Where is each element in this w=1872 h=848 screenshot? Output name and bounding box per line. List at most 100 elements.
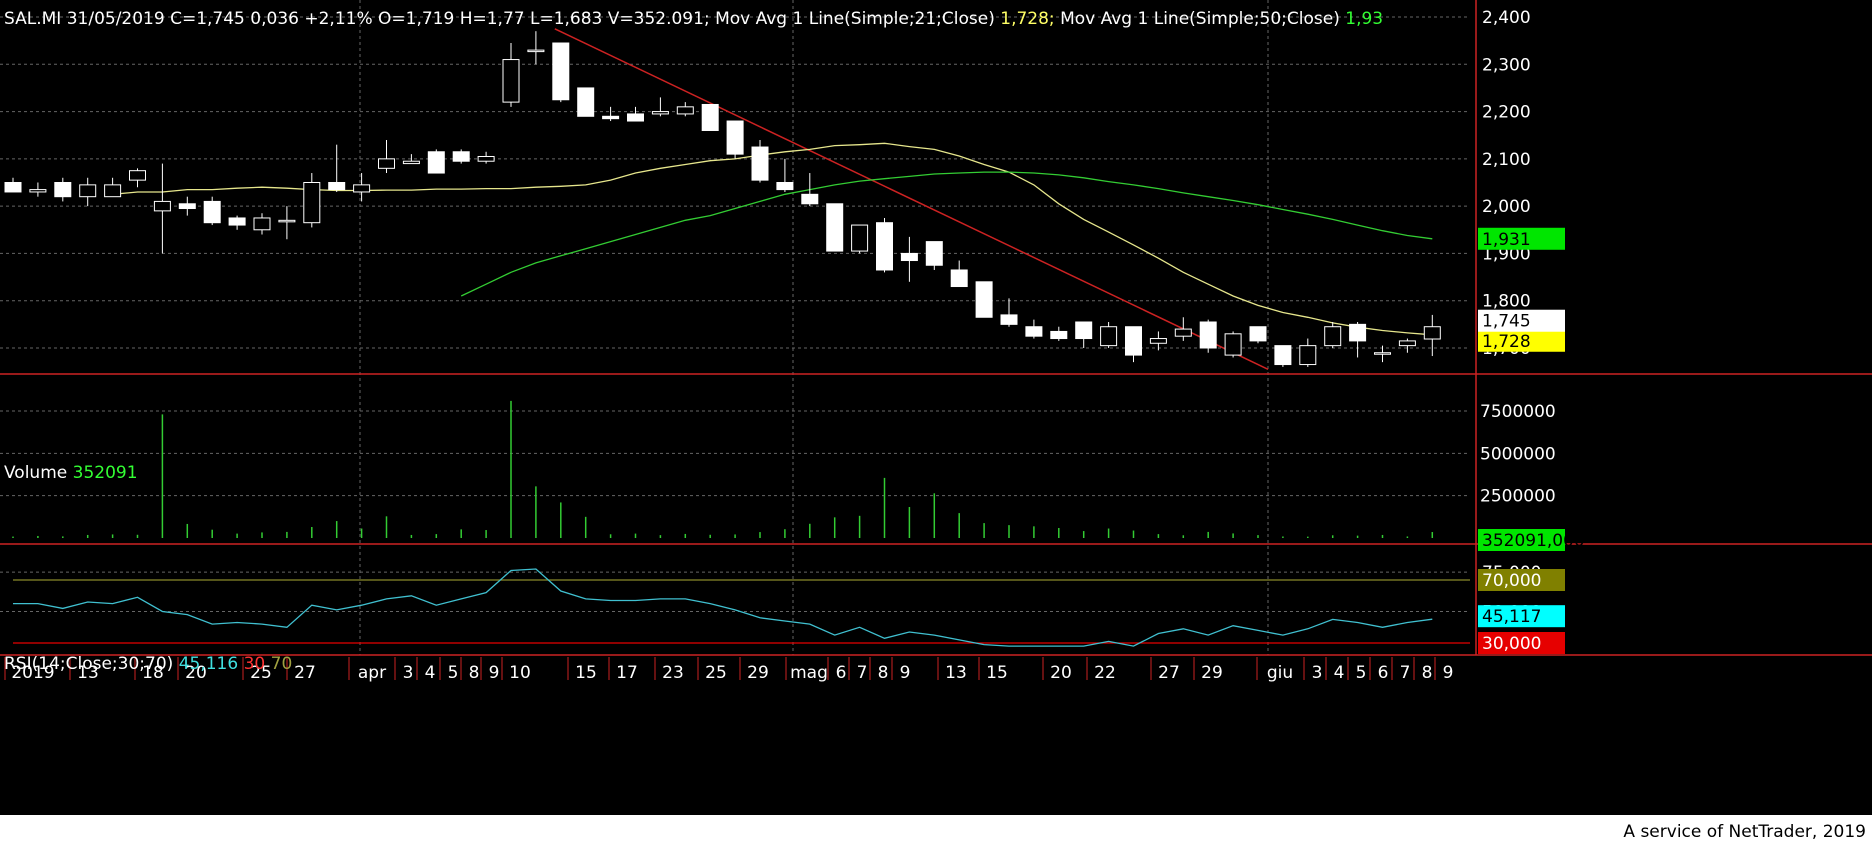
- volume-tick-label: 2500000: [1480, 487, 1556, 507]
- candle-body: [303, 182, 321, 224]
- x-axis-label: 9: [1443, 663, 1454, 683]
- rsi-30-badge-bg: [1478, 632, 1565, 654]
- volume-value-badge-bg: [1478, 529, 1565, 551]
- ma50-line: [460, 171, 1433, 297]
- candle-body: [1349, 323, 1367, 342]
- candle-body: [1025, 326, 1043, 337]
- x-axis-label: 5: [448, 663, 459, 683]
- x-axis-label: 4: [425, 663, 436, 683]
- trendline: [554, 28, 1269, 370]
- candle-body: [1423, 326, 1441, 340]
- candle-body: [1050, 330, 1068, 340]
- x-axis-label: 9: [489, 663, 500, 683]
- candle-body: [1324, 326, 1342, 347]
- candle-body: [577, 87, 595, 117]
- x-axis-label: 8: [1422, 663, 1433, 683]
- candle-body: [278, 219, 296, 223]
- candle-body: [1374, 352, 1391, 355]
- rsi-header: RSI(14;Close;30;70) 45,116 30 70: [4, 654, 292, 674]
- x-axis-label: 29: [747, 663, 769, 683]
- x-axis-label: 23: [662, 663, 684, 683]
- close-value-badge: 1,745: [1482, 312, 1531, 332]
- x-axis-label: 3: [403, 663, 414, 683]
- rsi-30-badge: 30,000: [1482, 634, 1541, 654]
- candle-body: [104, 184, 122, 198]
- volume-header: Volume 352091: [4, 463, 138, 483]
- x-axis-label: 15: [575, 663, 597, 683]
- candle-body: [851, 224, 869, 252]
- candle-body: [1100, 326, 1118, 347]
- candle-body: [1398, 340, 1416, 347]
- candle-body: [1299, 345, 1317, 366]
- ma21-line: [112, 142, 1433, 336]
- x-axis-label: 8: [878, 663, 889, 683]
- x-axis-label: 3: [1312, 663, 1323, 683]
- candle-body: [4, 182, 22, 193]
- x-axis-label: 20: [185, 663, 207, 683]
- price-tick-label: 2,400: [1482, 8, 1531, 28]
- x-axis-label: apr: [358, 663, 386, 683]
- candle-body: [203, 200, 221, 224]
- price-tick-label: 2,000: [1482, 197, 1531, 217]
- candle-body: [452, 151, 470, 162]
- candle-body: [477, 155, 495, 162]
- candle-body: [228, 217, 246, 226]
- x-axis-label: 7: [1400, 663, 1411, 683]
- candle-body: [1075, 321, 1093, 340]
- close-value-badge-bg: [1478, 309, 1565, 332]
- candle-body: [975, 281, 993, 318]
- price-tick-label: 1,800: [1482, 292, 1531, 312]
- candle-body: [79, 184, 97, 198]
- candle-body: [253, 217, 271, 231]
- candle-body: [29, 189, 47, 193]
- rsi-value-badge-bg: [1478, 605, 1565, 628]
- candle-body: [1249, 326, 1267, 342]
- x-axis-label: 7: [857, 663, 868, 683]
- candle-body: [1125, 326, 1142, 356]
- candle-body: [527, 49, 545, 53]
- rsi-line: [13, 568, 1433, 647]
- rsi-70-badge-bg: [1478, 569, 1565, 591]
- candle-body: [627, 113, 644, 122]
- x-axis-label: 20: [1050, 663, 1072, 683]
- x-axis-label: 15: [986, 663, 1008, 683]
- x-axis-label: 6: [836, 663, 847, 683]
- rsi-value-badge: 45,117: [1482, 607, 1541, 627]
- candle-body: [1000, 314, 1018, 325]
- x-axis-label: 27: [294, 663, 316, 683]
- candle-body: [54, 182, 72, 198]
- candle-body: [1224, 333, 1242, 356]
- x-axis-label: 27: [1158, 663, 1180, 683]
- volume-value-badge: 352091,000: [1482, 531, 1585, 551]
- x-axis-label: 10: [509, 663, 531, 683]
- candle-body: [328, 182, 346, 191]
- x-axis-label: 18: [142, 663, 164, 683]
- candle-body: [676, 106, 694, 115]
- x-axis-label: 29: [1201, 663, 1223, 683]
- candle-body: [876, 222, 893, 271]
- candle-body: [1149, 338, 1167, 344]
- candle-body: [502, 59, 520, 103]
- ma50-value-badge: 1,931: [1482, 230, 1531, 250]
- candle-body: [353, 184, 371, 193]
- x-axis-label: 25: [250, 663, 272, 683]
- x-axis-label: 17: [616, 663, 638, 683]
- candle-body: [153, 200, 171, 212]
- x-axis-label: 22: [1094, 663, 1116, 683]
- volume-tick-label: 7500000: [1480, 402, 1556, 422]
- candle-body: [378, 158, 395, 169]
- ma50-value-badge-bg: [1478, 227, 1565, 250]
- candle-body: [402, 160, 420, 165]
- chart-background: [0, 0, 1872, 815]
- candle-body: [701, 103, 719, 131]
- candle-body: [751, 146, 769, 181]
- x-axis-label: 13: [945, 663, 967, 683]
- x-axis-label: 2019: [11, 663, 54, 683]
- candle-body: [1174, 328, 1192, 337]
- candle-body: [801, 193, 819, 205]
- candle-body: [950, 269, 968, 288]
- x-axis-label: 9: [900, 663, 911, 683]
- candle-body: [129, 170, 146, 181]
